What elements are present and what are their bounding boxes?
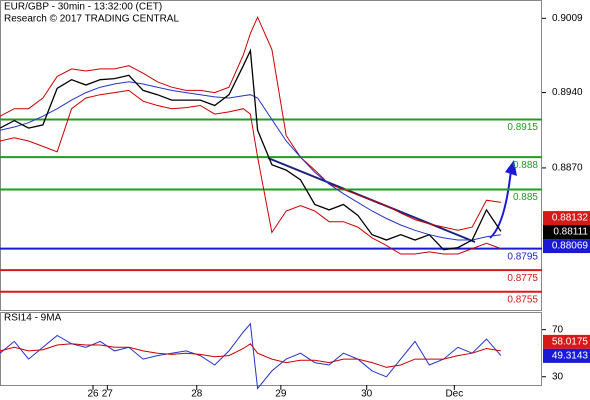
- price-box: [543, 334, 590, 349]
- price-box-label: 0.88132: [552, 213, 589, 224]
- price-box: [543, 225, 590, 240]
- series-line: [0, 343, 501, 368]
- main-frame: [0, 0, 542, 311]
- level-label: 0.888: [513, 160, 538, 171]
- series-line: [0, 15, 501, 231]
- y-tick-label: 30: [552, 371, 564, 382]
- x-tick-label: 30: [361, 389, 373, 400]
- series-line: [0, 322, 502, 390]
- series-line: [0, 89, 502, 255]
- price-box-label: 0.88069: [552, 241, 589, 252]
- y-tick-label: 0.8870: [552, 163, 583, 174]
- rsi-frame: [0, 312, 542, 386]
- level-label: 0.8915: [507, 122, 538, 133]
- arrow-head: [505, 160, 517, 176]
- rsi-title: RSI14 - 9MA: [4, 313, 62, 324]
- series-line: [0, 48, 502, 251]
- chart-title: EUR/GBP - 30min - 13:32:00 (CET): [4, 2, 162, 13]
- x-tick-label: Dec: [445, 389, 463, 400]
- y-tick-label: 70: [552, 324, 564, 335]
- level-label: 0.885: [513, 192, 538, 203]
- price-box-label: 58.0175: [552, 337, 589, 348]
- chart-subtitle: Research © 2017 TRADING CENTRAL: [4, 14, 179, 25]
- level-label: 0.8775: [507, 273, 538, 284]
- x-tick-label: 27: [102, 389, 114, 400]
- x-tick-label: 28: [191, 389, 203, 400]
- forecast-arrow: [489, 169, 512, 239]
- price-box: [543, 348, 590, 363]
- price-box-label: 0.88111: [553, 227, 588, 238]
- y-tick-label: 0.9009: [552, 13, 583, 24]
- price-box: [543, 239, 590, 254]
- x-tick-label: 26: [87, 389, 99, 400]
- level-label: 0.8795: [507, 251, 538, 262]
- price-box: [543, 211, 590, 226]
- level-label: 0.8755: [507, 294, 538, 305]
- price-box-label: 49.3143: [552, 351, 589, 362]
- series-line: [0, 81, 501, 241]
- y-tick-label: 0.8940: [552, 87, 583, 98]
- x-tick-label: 29: [275, 389, 287, 400]
